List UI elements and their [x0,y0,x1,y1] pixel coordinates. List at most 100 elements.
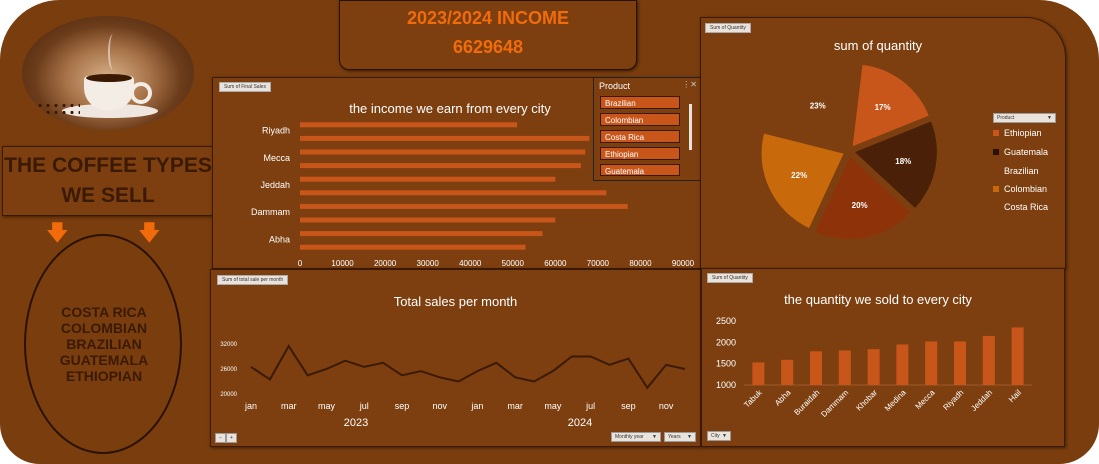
y-tick-label: 2000 [716,337,736,347]
pie-slice [852,64,929,147]
y-tick-label: 1500 [716,359,736,369]
city-income-title: the income we earn from every city [349,101,551,116]
city-tick-label: Jeddah [969,388,994,413]
city-tick-label: Dammam [819,388,850,419]
y-tick-label: 26000 [220,367,237,373]
y-tick-label: 2500 [716,316,736,326]
month-tick-label: jul [585,401,595,411]
collapse-button[interactable]: − [215,433,226,443]
city-tick-label: Buraidah [792,388,821,417]
legend-label: Ethiopian [1004,128,1042,138]
city-tick-label: Tabuk [742,387,764,409]
income-bar [300,149,586,155]
legend-item: Colombian [993,184,1047,194]
quantity-bar [925,341,938,385]
city-filter-dropdown[interactable]: City ▼ [707,431,731,441]
income-title: 2023/2024 INCOME [406,8,570,28]
pivot-tag-pie-qty[interactable]: Sum of Quantity [705,23,751,33]
city-filter-label: City [711,433,720,439]
quantity-bar [781,359,794,385]
arrow-down-icon: 🡇 [138,220,161,245]
coffee-beans-icon [36,102,80,118]
quantity-pie-chart: 17% 18% 20% 22% 23% [761,64,937,239]
city-tick-label: Hail [1007,388,1023,404]
product-filter-dropdown[interactable]: Product ▼ [993,113,1056,123]
income-card: 2023/2024 INCOME 6629648 [339,0,637,70]
pivot-tag-city-sales[interactable]: Sum of Final Sales [219,82,271,92]
clear-filter-icon[interactable]: ⋮✕ [682,80,697,89]
x-tick-label: 60000 [544,259,567,268]
income-bar [300,176,556,182]
income-value: 6629648 [452,37,524,57]
quantity-bar [1011,327,1024,385]
slicer-item-colombian[interactable]: Colombian [600,113,680,126]
city-tick-label: Riyadh [941,388,965,412]
pie-slice [761,133,844,228]
expand-button[interactable]: + [226,433,237,443]
slicer-item-costa-rica[interactable]: Costa Rica [600,130,680,143]
year-label: 2024 [568,417,592,429]
saucer-shape [62,104,158,118]
product-slicer[interactable]: Product ⋮✕ Brazilian Colombian Costa Ric… [593,77,702,181]
slicer-scrollbar[interactable] [689,104,692,150]
monthly-year-label: Monthly year [615,434,644,440]
quantity-bar [954,341,966,385]
quantity-bar [752,362,765,385]
income-bar [300,190,607,196]
income-bar [300,122,518,128]
pivot-tag-month-sales[interactable]: Sum of total sale per month [217,275,289,285]
month-tick-label: nov [432,401,447,411]
city-tick-label: Dammam [251,207,290,217]
income-bar [300,135,590,141]
years-dropdown[interactable]: Years ▼ [664,432,696,442]
pivot-tag-city-qty[interactable]: Sum of Quantity [707,273,753,283]
y-tick-label: 32000 [220,342,237,348]
pie-slice-label: 18% [895,157,911,166]
legend-label: Colombian [1004,184,1048,194]
city-tick-label: Abha [773,388,793,408]
y-tick-label: 20000 [220,392,237,398]
coffee-type-item: GUATEMALA [59,352,149,368]
slicer-item-ethiopian[interactable]: Ethiopian [600,147,680,160]
pie-title: sum of quantity [833,38,923,53]
years-label: Years [668,434,681,440]
x-tick-label: 80000 [629,259,652,268]
monthly-sales-chart: 20000 26000 32000 jan mar may jul sep nov jan mar m… [220,342,686,429]
city-tick-label: Abha [269,234,290,244]
month-tick-label: mar [507,401,523,411]
coffee-type-item: BRAZILIAN [66,336,142,352]
monthly-year-dropdown[interactable]: Monthly year ▼ [611,432,661,442]
arrow-down-icon: 🡇 [46,220,69,245]
chevron-down-icon: ▼ [652,434,657,440]
month-tick-label: jan [244,401,257,411]
steam-icon [108,34,118,70]
income-bar [300,163,581,169]
slicer-item-brazilian[interactable]: Brazilian [600,96,680,109]
legend-item: Ethiopian [993,128,1042,138]
quantity-bar [838,350,851,385]
coffee-types-oval [24,234,182,454]
pie-slice [854,121,937,208]
monthly-sales-panel: Sum of total sale per month Total sales … [210,269,701,447]
city-tick-label: Riyadh [262,126,290,136]
coffee-type-item: COSTA RICA [61,304,147,320]
x-tick-label: 10000 [331,259,354,268]
quantity-bar [810,351,822,385]
legend-label: Brazilian [1004,166,1039,176]
monthly-sales-line [250,344,686,390]
city-income-chart: Riyadh Mecca Jeddah Dammam Abha 0 10000 20000 30… [251,122,695,268]
income-bar [300,244,526,250]
legend-item: Brazilian [993,166,1039,176]
pie-slice [766,64,856,147]
pie-slice-label: 20% [852,201,868,210]
x-tick-label: 0 [298,259,303,268]
slicer-item-guatemala[interactable]: Guatemala [600,164,680,176]
quantity-pie-panel: Sum of Quantity sum of quantity 17% 18% 20… [700,17,1066,269]
city-tick-label: Mecca [263,153,290,163]
x-tick-label: 30000 [417,259,440,268]
city-tick-label: Mecca [914,388,937,411]
y-tick-label: 1000 [716,380,736,390]
coffee-type-item: ETHIOPIAN [65,368,143,384]
month-tick-label: jul [359,401,369,411]
